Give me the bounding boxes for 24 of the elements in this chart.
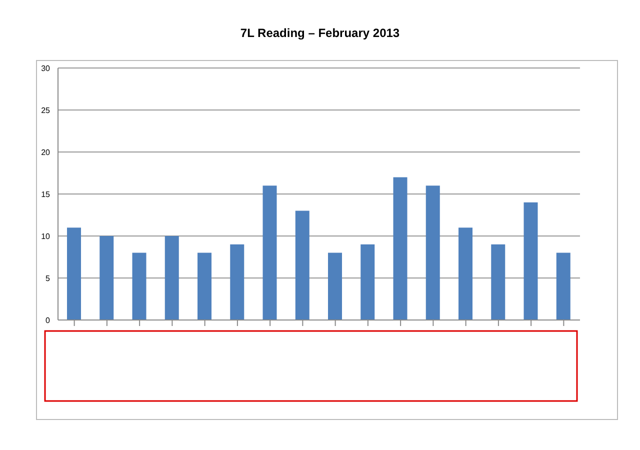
bar bbox=[360, 244, 375, 320]
y-tick-label: 10 bbox=[41, 232, 51, 241]
bar bbox=[100, 236, 114, 320]
bar bbox=[426, 186, 440, 320]
bar bbox=[458, 228, 472, 320]
y-tick-label: 5 bbox=[46, 274, 51, 283]
bar bbox=[198, 252, 212, 320]
chart-title: 7L Reading – February 2013 bbox=[239, 26, 401, 40]
bar bbox=[524, 202, 538, 320]
bar bbox=[491, 244, 506, 320]
y-tick-label: 30 bbox=[41, 64, 51, 73]
y-tick-label: 25 bbox=[41, 106, 51, 115]
bar bbox=[230, 244, 244, 320]
y-tick-label: 20 bbox=[41, 148, 51, 157]
bar bbox=[328, 252, 342, 320]
y-tick-label: 15 bbox=[41, 190, 51, 199]
bar bbox=[164, 236, 179, 320]
y-tick-label: 0 bbox=[46, 316, 51, 325]
bar bbox=[393, 177, 408, 320]
bar bbox=[67, 228, 81, 320]
bar bbox=[295, 210, 310, 320]
bar bbox=[262, 186, 277, 320]
bar bbox=[556, 252, 570, 320]
bar bbox=[132, 252, 146, 320]
